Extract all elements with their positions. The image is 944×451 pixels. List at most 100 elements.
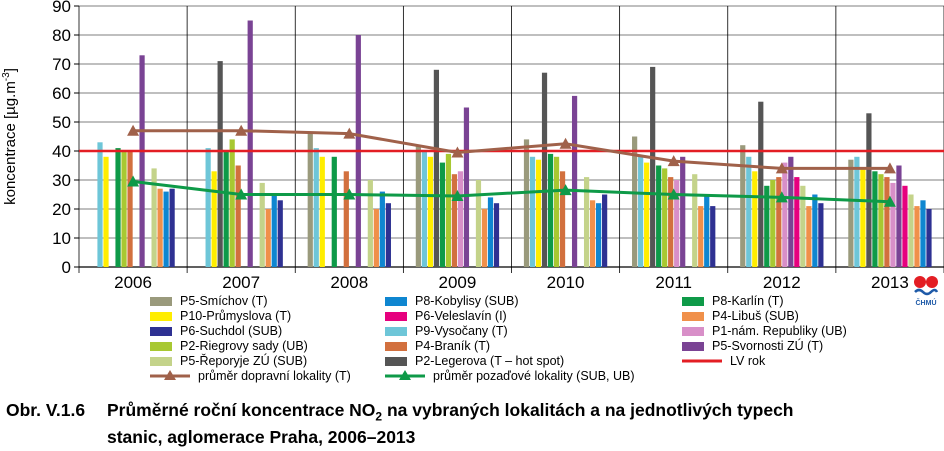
bar [710, 206, 716, 267]
bar [331, 156, 337, 267]
bar [271, 194, 277, 267]
line-marker [235, 188, 248, 200]
average-line [132, 179, 890, 204]
line-marker [559, 184, 572, 196]
bar [523, 139, 530, 267]
legend-label: P8-Karlín (T) [712, 294, 784, 308]
bar [812, 194, 818, 267]
bar [211, 171, 217, 267]
line-marker [775, 162, 788, 174]
bar [896, 165, 902, 267]
y-tick-label: 40 [52, 142, 71, 161]
bar [421, 151, 427, 267]
legend-p5-svornosti: P5-Svornosti ZÚ (T) [682, 339, 823, 353]
bar [217, 61, 223, 267]
line-marker [883, 195, 896, 207]
bar [752, 171, 758, 267]
bar [674, 180, 680, 267]
legend-p9-vysocany: P9-Vysočany (T) [385, 324, 508, 338]
bar [97, 142, 103, 267]
bar [902, 185, 908, 267]
bar [644, 162, 650, 267]
line-marker [667, 155, 680, 167]
line-marker [343, 188, 356, 200]
bar [848, 159, 854, 267]
bar [764, 185, 770, 267]
bar [433, 69, 440, 267]
legend-label: LV rok [730, 354, 766, 368]
caption-subscript: 2 [375, 409, 383, 424]
bar [205, 148, 211, 267]
legend-label: P6-Suchdol (SUB) [180, 324, 283, 338]
bar [379, 191, 385, 267]
legend-label: P2-Riegrovy sady (UB) [180, 339, 308, 353]
y-tick-label: 80 [52, 26, 71, 45]
bar [668, 177, 674, 267]
chart-legend: P5-Smíchov (T) P10-Průmyslova (T) P6-Suc… [150, 294, 920, 386]
bar [457, 171, 464, 267]
y-axis-title: koncentrace [µg.m-3] [1, 68, 19, 205]
line-marker [451, 189, 464, 201]
caption-line2: stanic, aglomerace Praha, 2006–2013 [107, 426, 416, 447]
bar [571, 95, 578, 268]
bar [776, 177, 782, 267]
line-marker [451, 146, 464, 158]
bar [698, 206, 704, 267]
bar [788, 156, 794, 267]
figure-number: Obr. V.1.6 [6, 400, 86, 420]
caption-line1-pre: Průměrné roční koncentrace NO [107, 400, 376, 420]
legend-p8-karlin: P8-Karlín (T) [682, 294, 784, 308]
bar [427, 156, 434, 267]
bar [680, 156, 686, 267]
legend-label: P4-Libuš (SUB) [712, 309, 799, 323]
bar [103, 156, 109, 267]
y-tick-label: 20 [52, 200, 71, 219]
bar [740, 145, 746, 267]
line-marker [235, 124, 248, 136]
y-tick-label: 60 [52, 84, 71, 103]
legend-label: P2-Legerova (T – hot spot) [415, 354, 565, 368]
bar [127, 151, 133, 267]
legend-p6-suchdol: P6-Suchdol (SUB) [150, 324, 282, 338]
bar [583, 177, 590, 267]
bar [589, 200, 596, 267]
bar [169, 188, 175, 267]
bar [367, 180, 373, 267]
bar [800, 185, 806, 267]
legend-p5-reporyje: P5-Řeporyje ZÚ (SUB) [150, 354, 307, 368]
bar [553, 156, 560, 267]
bar [139, 55, 145, 267]
bar [121, 151, 127, 267]
legend-p10-prumyslova: P10-Průmyslova (T) [150, 309, 291, 323]
legend-p4-libus: P4-Libuš (SUB) [682, 309, 799, 323]
legend-label: P4-Braník (T) [415, 339, 491, 353]
y-tick-label: 70 [52, 55, 71, 74]
legend-p1-nam-republiky: P1-nám. Republiky (UB) [682, 324, 847, 338]
x-tick-label: 2008 [330, 273, 368, 290]
legend-p2-legerova: P2-Legerova (T – hot spot) [385, 354, 564, 368]
bar [115, 148, 121, 267]
bar [463, 107, 470, 267]
x-tick-label: 2006 [114, 273, 152, 290]
bar [638, 156, 644, 267]
bar [493, 203, 500, 267]
bar [704, 194, 710, 267]
bar [481, 209, 488, 267]
bar [908, 194, 914, 267]
bar [247, 20, 253, 267]
x-tick-label: 2013 [871, 273, 909, 290]
x-tick-label: 2010 [547, 273, 585, 290]
average-line [133, 129, 890, 170]
x-tick-label: 2007 [222, 273, 260, 290]
x-tick-label: 2012 [763, 273, 801, 290]
bar [596, 203, 602, 267]
bar [872, 171, 878, 267]
bar [415, 145, 421, 267]
legend-label: P6-Veleslavín (I) [415, 309, 507, 323]
logo-text: ČHMÚ [916, 298, 937, 307]
bar [163, 191, 169, 267]
bar [445, 153, 452, 267]
bar [373, 209, 379, 267]
bar [782, 162, 788, 267]
bar [235, 165, 241, 267]
